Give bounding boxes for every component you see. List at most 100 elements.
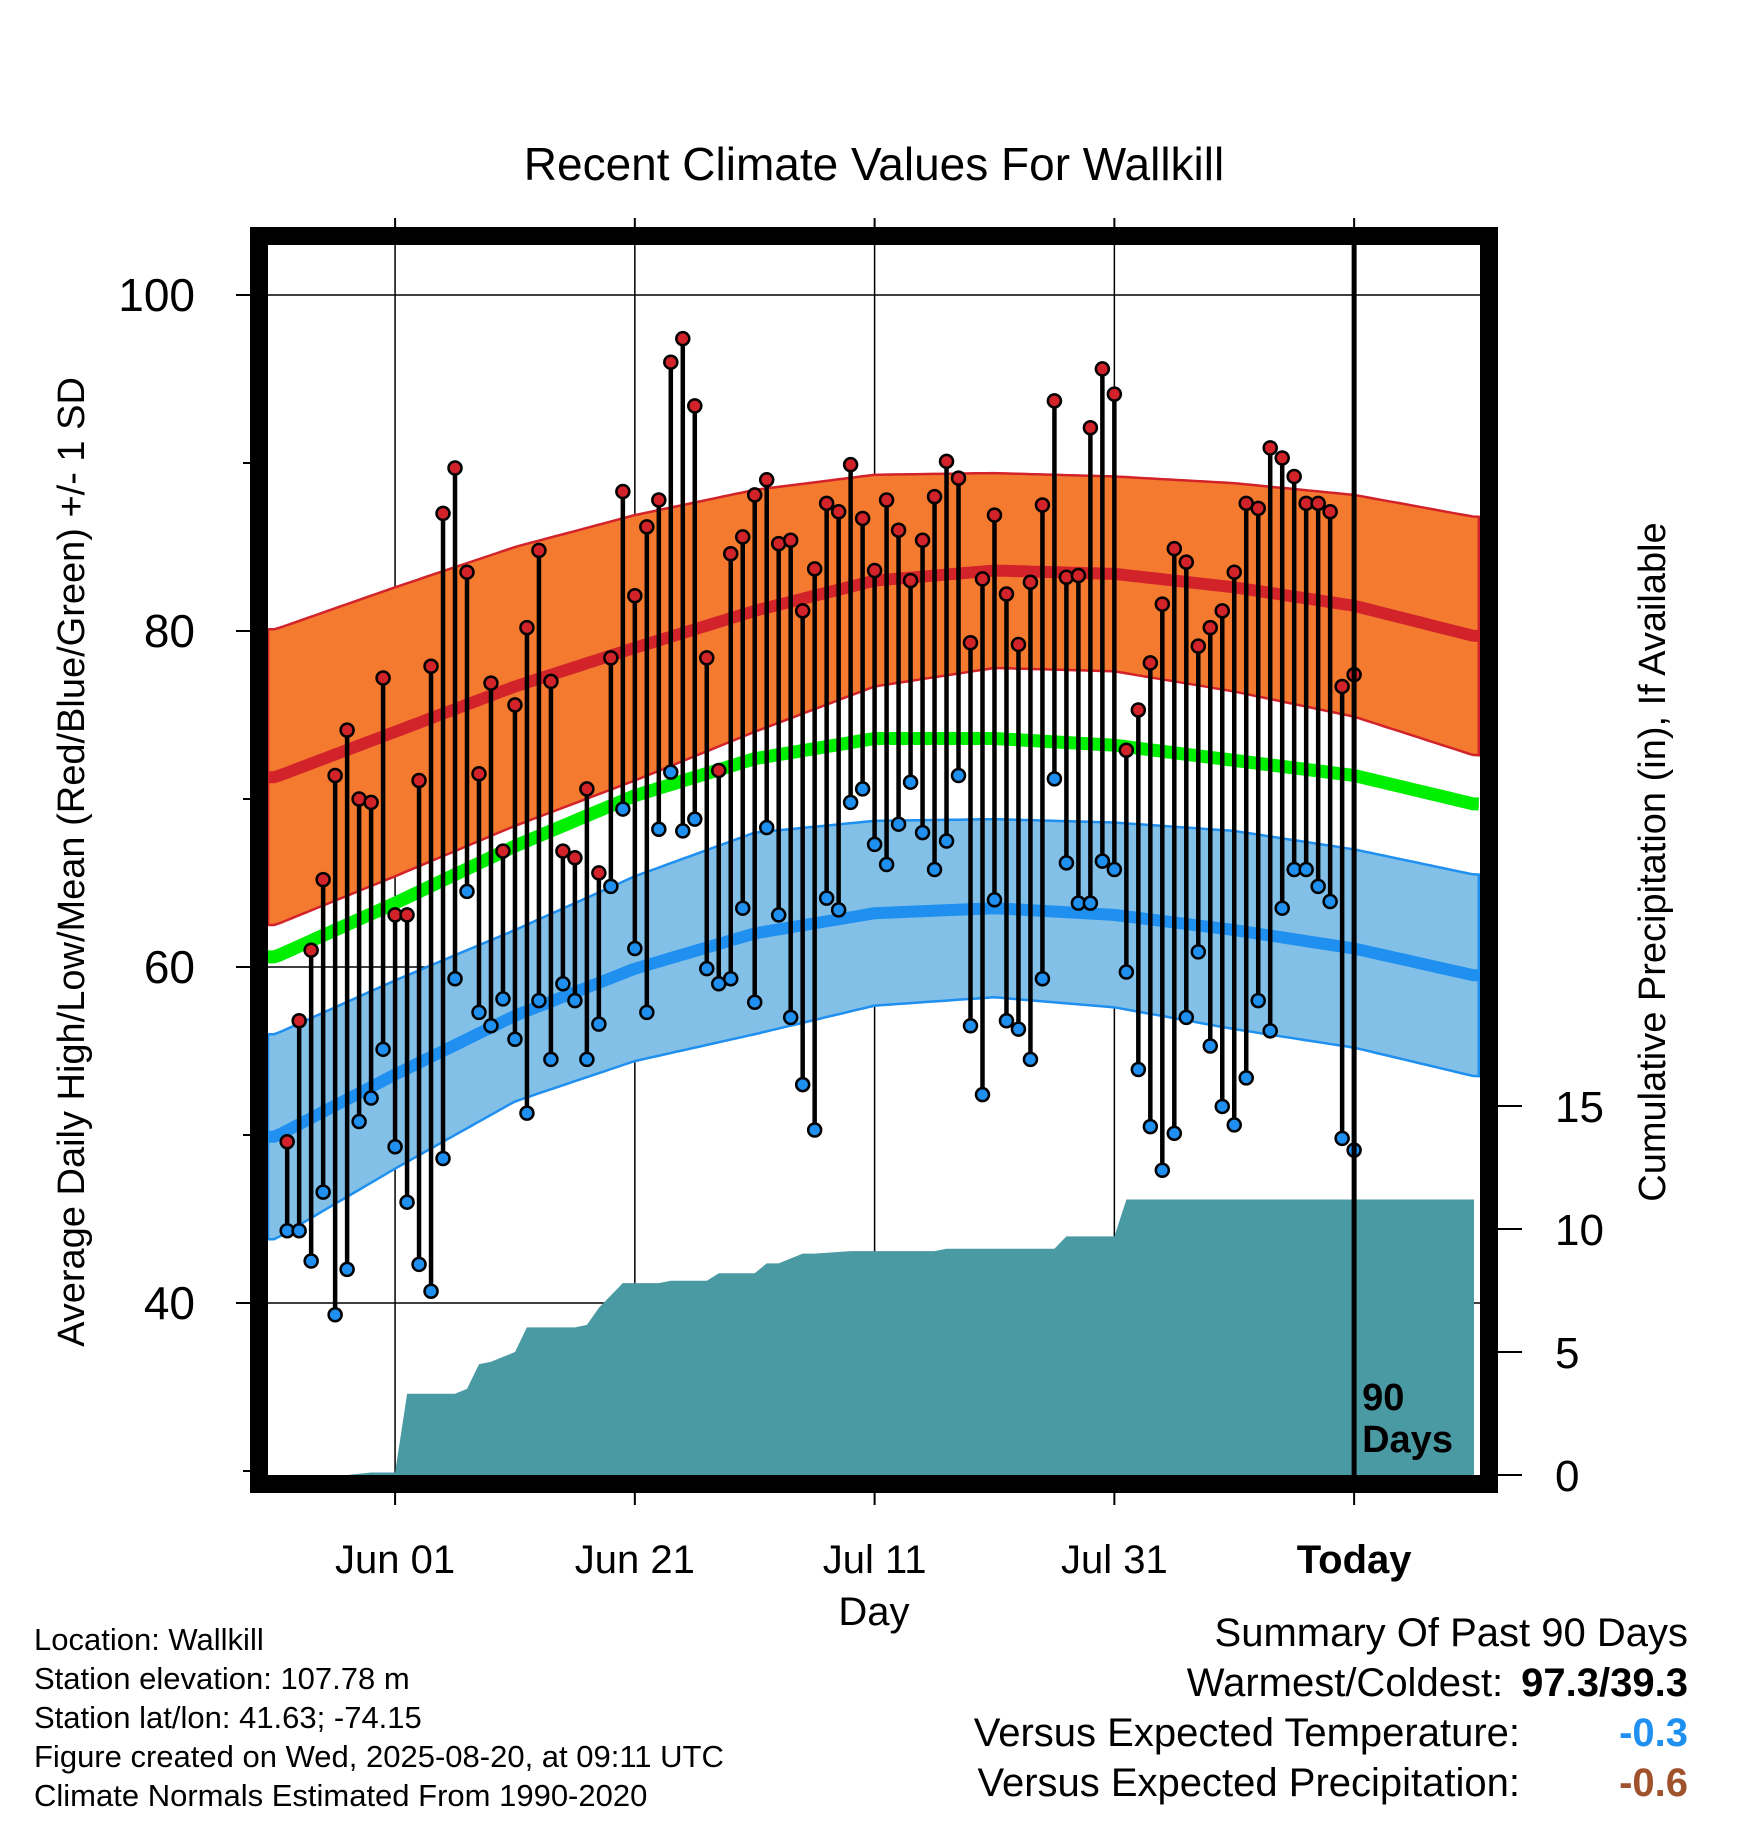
obs-high-point: [1070, 567, 1087, 584]
obs-low-point: [782, 1009, 799, 1026]
obs-high-point: [315, 871, 331, 888]
obs-low-point: [459, 883, 475, 900]
obs-low-point: [567, 992, 583, 1009]
obs-low-point: [507, 1031, 523, 1047]
obs-low-point: [363, 1090, 379, 1106]
temp-label: Versus Expected Temperature:: [973, 1711, 1520, 1755]
obs-low-point: [687, 811, 703, 827]
obs-high-point: [687, 398, 703, 414]
normal-low-line: [268, 902, 1480, 1143]
obs-low-point: [471, 1004, 487, 1021]
obs-low-point: [1238, 1070, 1254, 1086]
obs-low-point: [387, 1139, 403, 1155]
obs-low-point: [351, 1113, 367, 1130]
obs-high-point: [1274, 450, 1290, 466]
obs-low-point: [375, 1041, 391, 1058]
obs-high-point: [399, 907, 415, 923]
obs-low-point: [734, 900, 751, 916]
obs-low-point: [1298, 861, 1314, 878]
y2-tick-label-0: 0: [1555, 1452, 1579, 1501]
obs-high-point: [471, 766, 487, 782]
obs-high-point: [902, 572, 919, 589]
obs-low-point: [435, 1150, 451, 1167]
obs-high-point: [1166, 540, 1183, 557]
obs-high-point: [363, 794, 379, 811]
obs-high-point: [1082, 419, 1099, 436]
obs-low-point: [1262, 1023, 1278, 1039]
obs-high-point: [411, 772, 427, 789]
obs-low-point: [1190, 944, 1207, 960]
elevation-text: Station elevation: 107.78 m: [34, 1661, 410, 1696]
obs-low-point: [651, 821, 667, 837]
obs-low-point: [1094, 853, 1111, 869]
obs-high-point: [974, 571, 991, 587]
obs-high-point: [866, 562, 883, 579]
obs-low-point: [1274, 900, 1290, 916]
obs-high-point: [1046, 393, 1063, 409]
obs-high-point: [483, 675, 499, 691]
obs-high-point: [627, 587, 643, 604]
obs-low-point: [339, 1261, 355, 1278]
obs-high-point: [375, 670, 391, 686]
obs-high-point: [1130, 702, 1147, 718]
created-text: Figure created on Wed, 2025-08-20, at 09…: [34, 1739, 724, 1774]
obs-high-point: [1190, 638, 1207, 654]
obs-high-point: [519, 619, 535, 636]
obs-low-point: [1130, 1061, 1147, 1078]
obs-high-point: [938, 453, 955, 470]
obs-high-point: [1262, 440, 1278, 456]
y-axis-label: Average Daily High/Low/Mean (Red/Blue/Gr…: [51, 377, 93, 1347]
obs-low-point: [1010, 1021, 1027, 1037]
summary-title: Summary Of Past 90 Days: [1214, 1611, 1688, 1655]
obs-high-point: [1310, 495, 1326, 512]
y-tick-label-100: 100: [118, 269, 195, 321]
obs-low-point: [639, 1004, 655, 1021]
obs-high-point: [806, 561, 823, 577]
obs-low-point: [483, 1018, 499, 1034]
annotation-90-days-0: 90: [1362, 1377, 1404, 1419]
station-info: Location: Wallkill Station elevation: 10…: [34, 1620, 724, 1815]
obs-low-point: [1310, 878, 1326, 895]
obs-high-point: [531, 542, 547, 559]
obs-low-point: [974, 1086, 991, 1103]
obs-low-point: [1214, 1098, 1231, 1115]
obs-low-point: [1082, 895, 1099, 911]
x-tick-label-4: Today: [1297, 1538, 1413, 1582]
obs-low-point: [830, 902, 847, 918]
obs-low-point: [423, 1283, 439, 1299]
obs-high-point: [854, 510, 871, 527]
obs-low-point: [746, 994, 763, 1011]
normals-text: Climate Normals Estimated From 1990-2020: [34, 1778, 648, 1813]
obs-low-point: [1178, 1009, 1195, 1026]
obs-low-point: [1202, 1038, 1219, 1054]
precip-value: -0.6: [1619, 1761, 1688, 1805]
obs-high-point: [1118, 742, 1135, 759]
obs-low-point: [663, 764, 679, 780]
obs-low-point: [926, 861, 943, 878]
location-text: Location: Wallkill: [34, 1622, 264, 1657]
obs-high-point: [651, 492, 667, 508]
obs-low-point: [303, 1253, 319, 1269]
obs-low-point: [447, 971, 463, 987]
x-axis-label: Day: [838, 1590, 909, 1634]
obs-low-point: [1118, 964, 1135, 980]
obs-high-point: [339, 722, 355, 738]
obs-high-point: [327, 767, 343, 784]
x-tick-label-3: Jul 31: [1061, 1538, 1168, 1582]
obs-low-point: [854, 781, 871, 797]
summary-precip: Versus Expected Precipitation: -0.6: [974, 1758, 1688, 1808]
obs-high-point: [591, 865, 607, 881]
precip-label: Versus Expected Precipitation:: [977, 1761, 1520, 1805]
obs-low-point: [986, 892, 1003, 908]
obs-high-point: [734, 529, 751, 545]
obs-low-point: [1106, 861, 1123, 878]
obs-low-point: [495, 991, 511, 1007]
obs-high-point: [782, 532, 799, 549]
annotation-90-days-1: Days: [1362, 1419, 1453, 1461]
obs-low-point: [675, 823, 691, 839]
obs-low-point: [722, 971, 739, 987]
obs-low-point: [1322, 893, 1338, 910]
obs-high-point: [1178, 554, 1195, 570]
obs-high-point: [842, 456, 859, 473]
